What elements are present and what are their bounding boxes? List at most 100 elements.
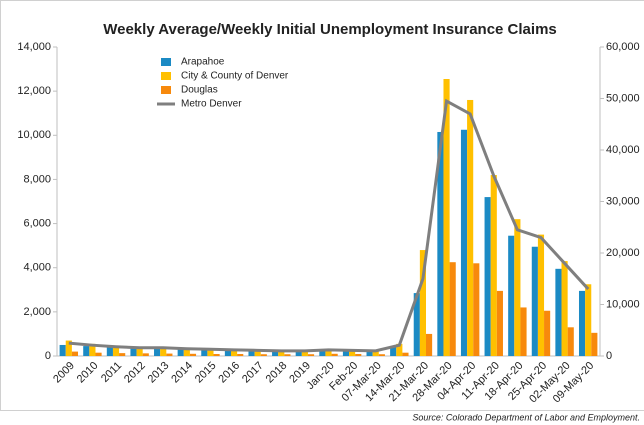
bar: [355, 354, 362, 356]
y-tick-label: 6,000: [23, 217, 51, 229]
bar: [177, 349, 184, 356]
legend-swatch: [161, 86, 171, 94]
legend-swatch: [161, 72, 171, 80]
legend-label: Douglas: [181, 85, 218, 96]
bar: [119, 353, 126, 356]
bar: [484, 197, 491, 356]
legend-swatch: [161, 58, 171, 66]
x-tick-label: 2013: [146, 360, 172, 386]
y-tick-label: 12,000: [17, 85, 51, 97]
bar: [531, 246, 538, 356]
bar: [443, 79, 450, 356]
chart-title: Weekly Average/Weekly Initial Unemployme…: [103, 21, 557, 38]
bar: [413, 293, 420, 356]
bar: [342, 350, 350, 356]
bar: [224, 350, 231, 356]
bar: [95, 352, 102, 356]
bar: [390, 346, 397, 356]
bar: [349, 349, 356, 356]
y-tick-label: 14,000: [17, 41, 51, 53]
bar: [166, 353, 173, 356]
bar: [496, 290, 503, 356]
y2-tick-label: 30,000: [606, 195, 640, 207]
chart-frame: [0, 0, 644, 411]
bar: [396, 343, 403, 356]
bar: [490, 175, 497, 356]
y-tick-label: 10,000: [17, 129, 51, 141]
bar: [59, 344, 66, 356]
x-tick-label: 2010: [75, 360, 101, 386]
bar: [325, 349, 332, 356]
y2-tick-label: 60,000: [606, 41, 640, 53]
y-tick-label: 2,000: [23, 306, 51, 318]
y-tick-label: 4,000: [23, 262, 51, 274]
x-tick-label: 2014: [169, 360, 195, 386]
bar: [213, 354, 220, 356]
x-tick-label: 2016: [216, 360, 242, 386]
x-tick-label: 2018: [264, 360, 290, 386]
bar: [65, 340, 72, 356]
bar: [260, 354, 267, 356]
bar: [585, 284, 592, 356]
bar: [272, 350, 279, 356]
bar: [460, 129, 468, 356]
bar: [426, 333, 433, 356]
y2-tick-label: 10,000: [606, 298, 640, 310]
y2-tick-label: 0: [606, 350, 612, 362]
x-tick-label: 2015: [193, 360, 219, 386]
bar: [89, 343, 96, 356]
bar: [378, 354, 385, 356]
bar: [207, 348, 214, 356]
bar: [71, 351, 79, 356]
bar: [319, 350, 326, 356]
bar: [254, 349, 261, 356]
bar: [237, 354, 244, 356]
bar: [284, 354, 291, 356]
line-series: [68, 98, 590, 353]
bar: [278, 350, 285, 356]
bar: [201, 349, 208, 356]
bar: [449, 262, 456, 356]
bar: [366, 350, 373, 356]
bar: [561, 261, 568, 356]
bar: [160, 347, 167, 356]
bar: [567, 327, 574, 356]
y-tick-label: 8,000: [23, 173, 51, 185]
bar: [514, 219, 521, 356]
bar: [467, 99, 474, 356]
bar: [106, 347, 113, 356]
bar: [189, 353, 197, 356]
y-tick-label: 0: [45, 350, 51, 362]
legend-label: Metro Denver: [181, 99, 242, 110]
legend-label: Arapahoe: [181, 57, 225, 68]
bar: [372, 349, 379, 356]
y2-tick-label: 50,000: [606, 92, 640, 104]
bar: [136, 346, 143, 356]
bar: [537, 234, 545, 356]
x-tick-label: 2017: [240, 360, 266, 386]
bar: [591, 332, 598, 356]
bar: [112, 346, 120, 356]
bar: [154, 348, 161, 356]
x-tick-label: 2011: [99, 360, 124, 385]
bar: [331, 353, 338, 356]
source-note: Source: Colorado Department of Labor and…: [412, 412, 640, 422]
x-tick-label: 2012: [122, 360, 148, 386]
bar: [544, 310, 551, 356]
bar: [307, 354, 315, 356]
y2-tick-label: 40,000: [606, 144, 640, 156]
x-tick-label: 2009: [51, 360, 77, 386]
bar: [555, 268, 562, 356]
bar: [295, 350, 302, 356]
bar: [248, 350, 255, 356]
bar: [130, 348, 137, 356]
bar: [578, 290, 586, 356]
bar: [83, 346, 90, 356]
bar: [473, 263, 480, 356]
bar: [183, 348, 190, 356]
y2-tick-label: 20,000: [606, 247, 640, 259]
bar: [508, 235, 515, 356]
bar: [437, 131, 444, 356]
bar: [419, 250, 427, 356]
